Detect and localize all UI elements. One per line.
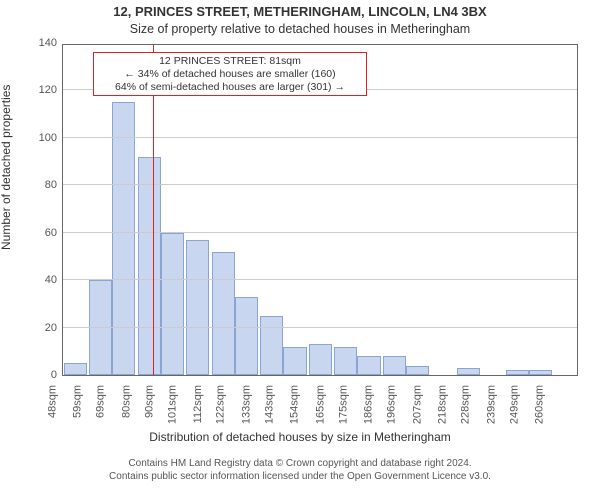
chart-title: 12, PRINCES STREET, METHERINGHAM, LINCOL…	[0, 4, 600, 19]
histogram-bar	[506, 370, 529, 375]
gridline	[63, 184, 577, 185]
plot-area: 020406080100120140 48sqm59sqm69sqm80sqm9…	[62, 44, 578, 376]
histogram-bar	[529, 370, 552, 375]
histogram-bar	[357, 356, 380, 375]
callout-line-1: 12 PRINCES STREET: 81sqm	[98, 55, 362, 68]
histogram-bar	[406, 366, 429, 375]
histogram-bar	[235, 297, 258, 375]
gridline	[63, 137, 577, 138]
y-tick: 100	[39, 132, 63, 144]
callout-line-2: ← 34% of detached houses are smaller (16…	[98, 68, 362, 81]
x-tick: 122sqm	[215, 381, 227, 424]
histogram-bar	[138, 157, 161, 375]
y-tick: 60	[45, 227, 63, 239]
x-tick: 112sqm	[192, 381, 204, 423]
y-axis-label: Number of detached properties	[0, 85, 13, 250]
histogram-bar	[457, 368, 480, 375]
x-tick: 101sqm	[166, 381, 178, 424]
y-tick: 20	[45, 322, 63, 334]
y-tick: 120	[39, 84, 63, 96]
x-axis-label: Distribution of detached houses by size …	[0, 430, 600, 444]
gridline	[63, 232, 577, 233]
histogram-bar	[283, 347, 306, 375]
histogram-bar	[334, 347, 357, 375]
histogram-bar	[64, 363, 87, 375]
x-tick: 143sqm	[263, 381, 275, 424]
histogram-bar	[161, 233, 184, 375]
y-tick: 80	[45, 179, 63, 191]
chart-figure: { "title": "12, PRINCES STREET, METHERIN…	[0, 0, 600, 500]
chart-footnote: Contains HM Land Registry data © Crown c…	[0, 458, 600, 483]
chart-subtitle: Size of property relative to detached ho…	[0, 22, 600, 36]
gridline	[63, 327, 577, 328]
gridline	[63, 279, 577, 280]
x-tick: 154sqm	[289, 381, 301, 424]
x-tick: 228sqm	[460, 381, 472, 424]
histogram-bar	[212, 252, 235, 375]
x-tick: 260sqm	[534, 381, 546, 424]
x-tick: 239sqm	[485, 381, 497, 424]
x-tick: 249sqm	[508, 381, 520, 424]
y-tick: 140	[39, 37, 63, 49]
x-tick: 48sqm	[46, 381, 58, 418]
callout-line-3: 64% of semi-detached houses are larger (…	[98, 81, 362, 94]
histogram-bar	[186, 240, 209, 375]
y-tick: 0	[51, 369, 63, 381]
x-tick: 207sqm	[411, 381, 423, 424]
footnote-line-2: Contains public sector information licen…	[0, 471, 600, 484]
x-tick: 90sqm	[144, 381, 156, 418]
x-tick: 218sqm	[437, 381, 449, 424]
x-tick: 196sqm	[386, 381, 398, 424]
x-tick: 165sqm	[314, 381, 326, 424]
x-tick: 175sqm	[337, 381, 349, 424]
histogram-bar	[260, 316, 283, 375]
x-tick: 80sqm	[120, 381, 132, 418]
x-tick: 186sqm	[363, 381, 375, 424]
footnote-line-1: Contains HM Land Registry data © Crown c…	[0, 458, 600, 471]
x-tick: 69sqm	[95, 381, 107, 418]
x-tick: 133sqm	[240, 381, 252, 424]
x-tick: 59sqm	[72, 381, 84, 418]
callout-box: 12 PRINCES STREET: 81sqm ← 34% of detach…	[93, 52, 367, 96]
histogram-bar	[309, 344, 332, 375]
y-tick: 40	[45, 274, 63, 286]
histogram-bar	[112, 102, 135, 375]
histogram-bar	[383, 356, 406, 375]
histogram-bar	[89, 280, 112, 375]
